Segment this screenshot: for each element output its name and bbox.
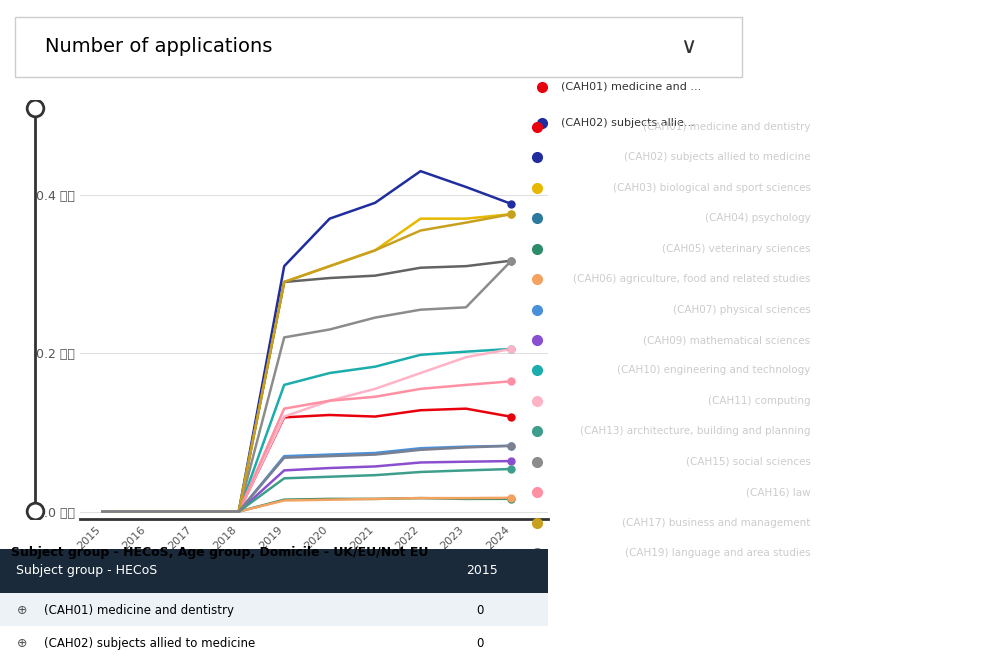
Text: ⊕: ⊕	[16, 603, 27, 617]
Text: Number of applications: Number of applications	[46, 37, 273, 56]
FancyBboxPatch shape	[15, 17, 742, 77]
Text: (CAH07) physical sciences: (CAH07) physical sciences	[672, 304, 811, 314]
Text: 2015: 2015	[466, 563, 497, 577]
Text: 119,700: 119,700	[939, 122, 986, 132]
Text: ⊕: ⊕	[16, 637, 27, 650]
Text: (CAH05) veterinary sciences: (CAH05) veterinary sciences	[662, 244, 811, 254]
Text: (CAH13) architecture, building and planning: (CAH13) architecture, building and plann…	[580, 426, 811, 436]
Text: 0: 0	[477, 603, 484, 617]
Text: 141,540: 141,540	[938, 213, 986, 223]
Text: (CAH15) social sciences: (CAH15) social sciences	[685, 457, 811, 467]
Text: (CAH04) psychology: (CAH04) psychology	[705, 213, 811, 223]
Text: (CAH11) computing: (CAH11) computing	[708, 396, 811, 406]
Text: (CAH01) medicine and dentistry: (CAH01) medicine and dentistry	[44, 603, 234, 617]
Text: 205,410: 205,410	[938, 396, 986, 406]
Text: 16,110: 16,110	[946, 244, 986, 254]
Text: 316,960: 316,960	[939, 457, 986, 467]
Text: ∨: ∨	[680, 37, 696, 57]
Text: Subject group - HECoS: Subject group - HECoS	[16, 563, 157, 577]
Text: (CAH03) biological and sport sciences: (CAH03) biological and sport sciences	[613, 182, 811, 192]
Text: (CAH02) subjects allied to medicine: (CAH02) subjects allied to medicine	[623, 152, 811, 162]
Text: (CAH16) law: (CAH16) law	[746, 488, 811, 498]
Text: 170,410: 170,410	[938, 182, 986, 192]
Text: 63,770: 63,770	[946, 335, 986, 345]
Text: (CAH01) medicine and dentistry: (CAH01) medicine and dentistry	[643, 122, 811, 132]
Text: 83,070: 83,070	[946, 548, 986, 558]
Text: (CAH01) medicine and ...: (CAH01) medicine and ...	[562, 81, 701, 92]
Text: (CAH19) language and area studies: (CAH19) language and area studies	[624, 548, 811, 558]
Text: (CAH09) mathematical sciences: (CAH09) mathematical sciences	[643, 335, 811, 345]
Text: 205,500: 205,500	[939, 366, 986, 376]
Text: (CAH17) business and management: (CAH17) business and management	[622, 518, 811, 528]
Text: 2024: 2024	[537, 101, 588, 119]
Text: 388,570: 388,570	[938, 152, 986, 162]
Text: (CAH02) subjects al: (CAH02) subjects al	[772, 39, 869, 49]
Text: Subject group - HECoS, Age group, Domicile - UK/EU/Not EU: Subject group - HECoS, Age group, Domici…	[11, 546, 428, 559]
Text: 53,760: 53,760	[946, 426, 986, 436]
Text: 83,110: 83,110	[946, 304, 986, 314]
Text: 17,360: 17,360	[946, 274, 986, 284]
FancyBboxPatch shape	[0, 626, 548, 659]
FancyBboxPatch shape	[0, 593, 548, 626]
Text: 164,590: 164,590	[939, 488, 986, 498]
Text: (CAH02) subjects allied to medicine: (CAH02) subjects allied to medicine	[44, 637, 255, 650]
Text: 375,710: 375,710	[938, 518, 986, 528]
Text: (CAH06) agriculture, food and related studies: (CAH06) agriculture, food and related st…	[573, 274, 811, 284]
FancyBboxPatch shape	[0, 549, 548, 593]
Text: (CAH02) subjects allie...: (CAH02) subjects allie...	[562, 117, 695, 128]
Text: 0: 0	[477, 637, 484, 650]
Text: (CAH10) engineering and technology: (CAH10) engineering and technology	[618, 366, 811, 376]
